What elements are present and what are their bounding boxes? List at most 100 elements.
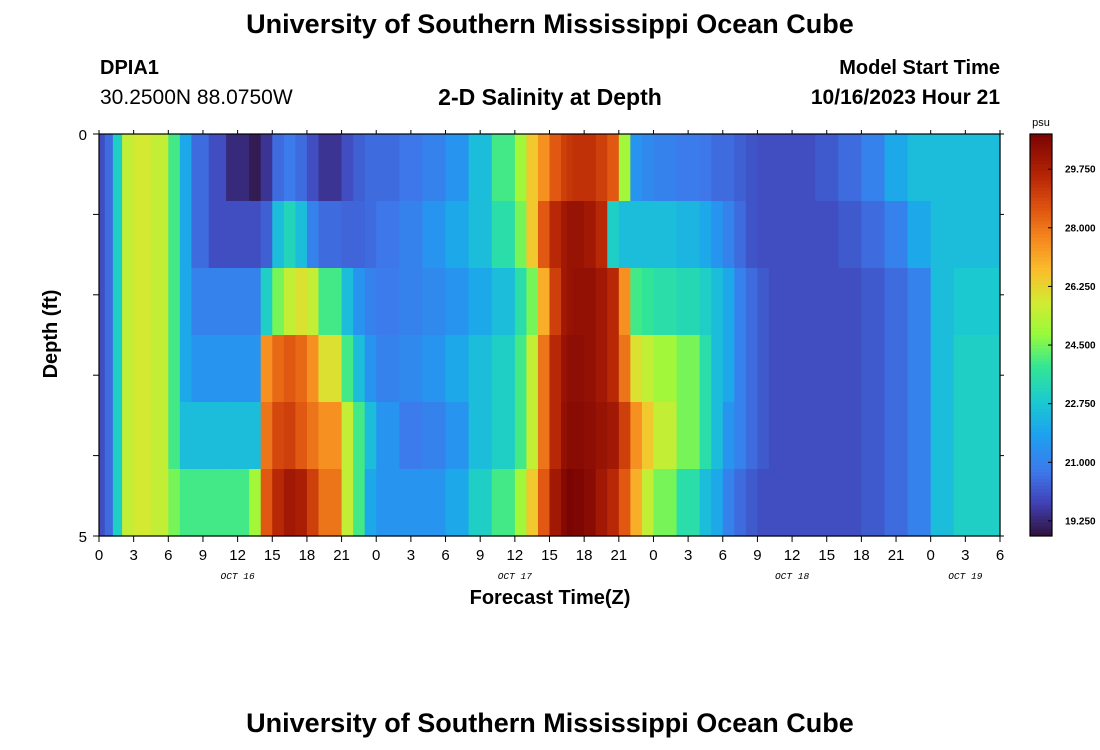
colorbar-swatch <box>1030 331 1052 336</box>
colorbar-swatch <box>1030 412 1052 416</box>
colorbar-swatch <box>1030 422 1052 426</box>
heatmap-cell <box>595 134 608 202</box>
colorbar-swatch <box>1030 455 1052 460</box>
heatmap-cell <box>722 134 735 202</box>
colorbar-swatch <box>1030 452 1052 457</box>
heatmap-cell <box>722 335 735 403</box>
heatmap-cell <box>179 335 193 403</box>
heatmap-cell <box>953 402 1001 470</box>
colorbar-swatch <box>1030 321 1052 326</box>
x-tick-label: 15 <box>818 547 835 564</box>
heatmap-cell <box>641 268 655 336</box>
colorbar-swatch <box>1030 448 1052 453</box>
heatmap-cell <box>122 402 135 470</box>
y-axis-label: Depth (ft) <box>40 290 62 379</box>
x-axis-label: Forecast Time(Z) <box>470 587 631 609</box>
heatmap-cell <box>514 268 527 336</box>
heatmap-cell <box>491 469 516 537</box>
heatmap-cell <box>745 201 759 269</box>
model-start-time: 10/16/2023 Hour 21 <box>810 86 1000 109</box>
heatmap-cell <box>272 201 285 269</box>
heatmap-cell <box>653 402 678 470</box>
heatmap-cell <box>722 268 735 336</box>
heatmap-cell <box>99 268 106 336</box>
colorbar: 29.750 28.000 26.250 24.500 22.750 21.000 19.2… <box>1029 133 1096 537</box>
heatmap-cell <box>318 201 343 269</box>
colorbar-swatch <box>1030 224 1052 229</box>
heatmap-cell <box>422 134 447 202</box>
heatmap-cell <box>364 134 377 202</box>
heatmap-cell <box>272 268 285 336</box>
heatmap-cell <box>699 268 712 336</box>
heatmap-cell <box>364 469 377 537</box>
heatmap-cell <box>445 402 470 470</box>
heatmap-cell <box>676 134 701 202</box>
x-tick-label: 12 <box>784 547 801 564</box>
heatmap-cell <box>122 201 135 269</box>
heatmap-cell <box>630 402 643 470</box>
colorbar-swatch <box>1030 261 1052 266</box>
x-tick-label: 6 <box>719 547 727 564</box>
heatmap-cell <box>653 469 678 537</box>
heatmap-cell <box>676 201 701 269</box>
colorbar-swatch <box>1030 378 1052 383</box>
heatmap-cell <box>399 469 424 537</box>
heatmap-cell <box>260 335 273 403</box>
heatmap-cell <box>653 201 678 269</box>
heatmap-cell <box>815 268 839 336</box>
colorbar-unit: psu <box>1032 117 1050 129</box>
heatmap-cell <box>99 469 106 537</box>
colorbar-swatch <box>1030 395 1052 400</box>
heatmap-cell <box>260 402 273 470</box>
heatmap-cell <box>376 335 400 403</box>
heatmap-cell <box>734 335 747 403</box>
heatmap-cell <box>112 335 123 403</box>
heatmap-cell <box>537 201 551 269</box>
colorbar-swatch <box>1030 328 1052 333</box>
heatmap-cell <box>930 469 955 537</box>
heatmap-cell <box>745 268 759 336</box>
heatmap-cell <box>318 134 343 202</box>
heatmap-cell <box>341 268 354 336</box>
heatmap-cell <box>514 469 527 537</box>
colorbar-swatch <box>1030 204 1052 209</box>
heatmap-cell <box>133 268 152 336</box>
colorbar-swatch <box>1030 294 1052 299</box>
heatmap-cell <box>272 134 285 202</box>
heatmap-cell <box>168 268 181 336</box>
heatmap-cell <box>422 335 447 403</box>
heatmap-cell <box>150 335 169 403</box>
y-tick-label: 0 <box>79 127 87 144</box>
date-label: OCT 16 <box>221 571 256 582</box>
heatmap-cell <box>104 469 114 537</box>
heatmap-cell <box>884 469 909 537</box>
colorbar-swatch <box>1030 458 1052 463</box>
heatmap-cell <box>584 268 597 336</box>
heatmap-cell <box>260 134 273 202</box>
heatmap-cells <box>99 134 1001 537</box>
heatmap-cell <box>792 469 816 537</box>
heatmap-cell <box>734 201 747 269</box>
heatmap-cell <box>930 268 955 336</box>
heatmap-cell <box>283 402 296 470</box>
colorbar-swatch <box>1030 405 1052 410</box>
colorbar-swatch <box>1030 251 1052 256</box>
heatmap-cell <box>341 469 354 537</box>
heatmap-cell <box>907 402 932 470</box>
heatmap-cell <box>191 335 210 403</box>
heatmap-cell <box>104 268 114 336</box>
heatmap-cell <box>99 335 106 403</box>
heatmap-cell <box>133 201 152 269</box>
colorbar-swatch <box>1030 247 1052 252</box>
colorbar-swatch <box>1030 227 1052 232</box>
heatmap-cell <box>122 335 135 403</box>
heatmap-cell <box>133 469 152 537</box>
colorbar-swatch <box>1030 515 1052 520</box>
heatmap-cell <box>226 268 250 336</box>
heatmap-cell <box>537 268 551 336</box>
heatmap-cell <box>445 268 470 336</box>
heatmap-cell <box>641 201 655 269</box>
heatmap-cell <box>572 268 585 336</box>
colorbar-swatch <box>1030 335 1052 339</box>
heatmap-cell <box>722 469 735 537</box>
